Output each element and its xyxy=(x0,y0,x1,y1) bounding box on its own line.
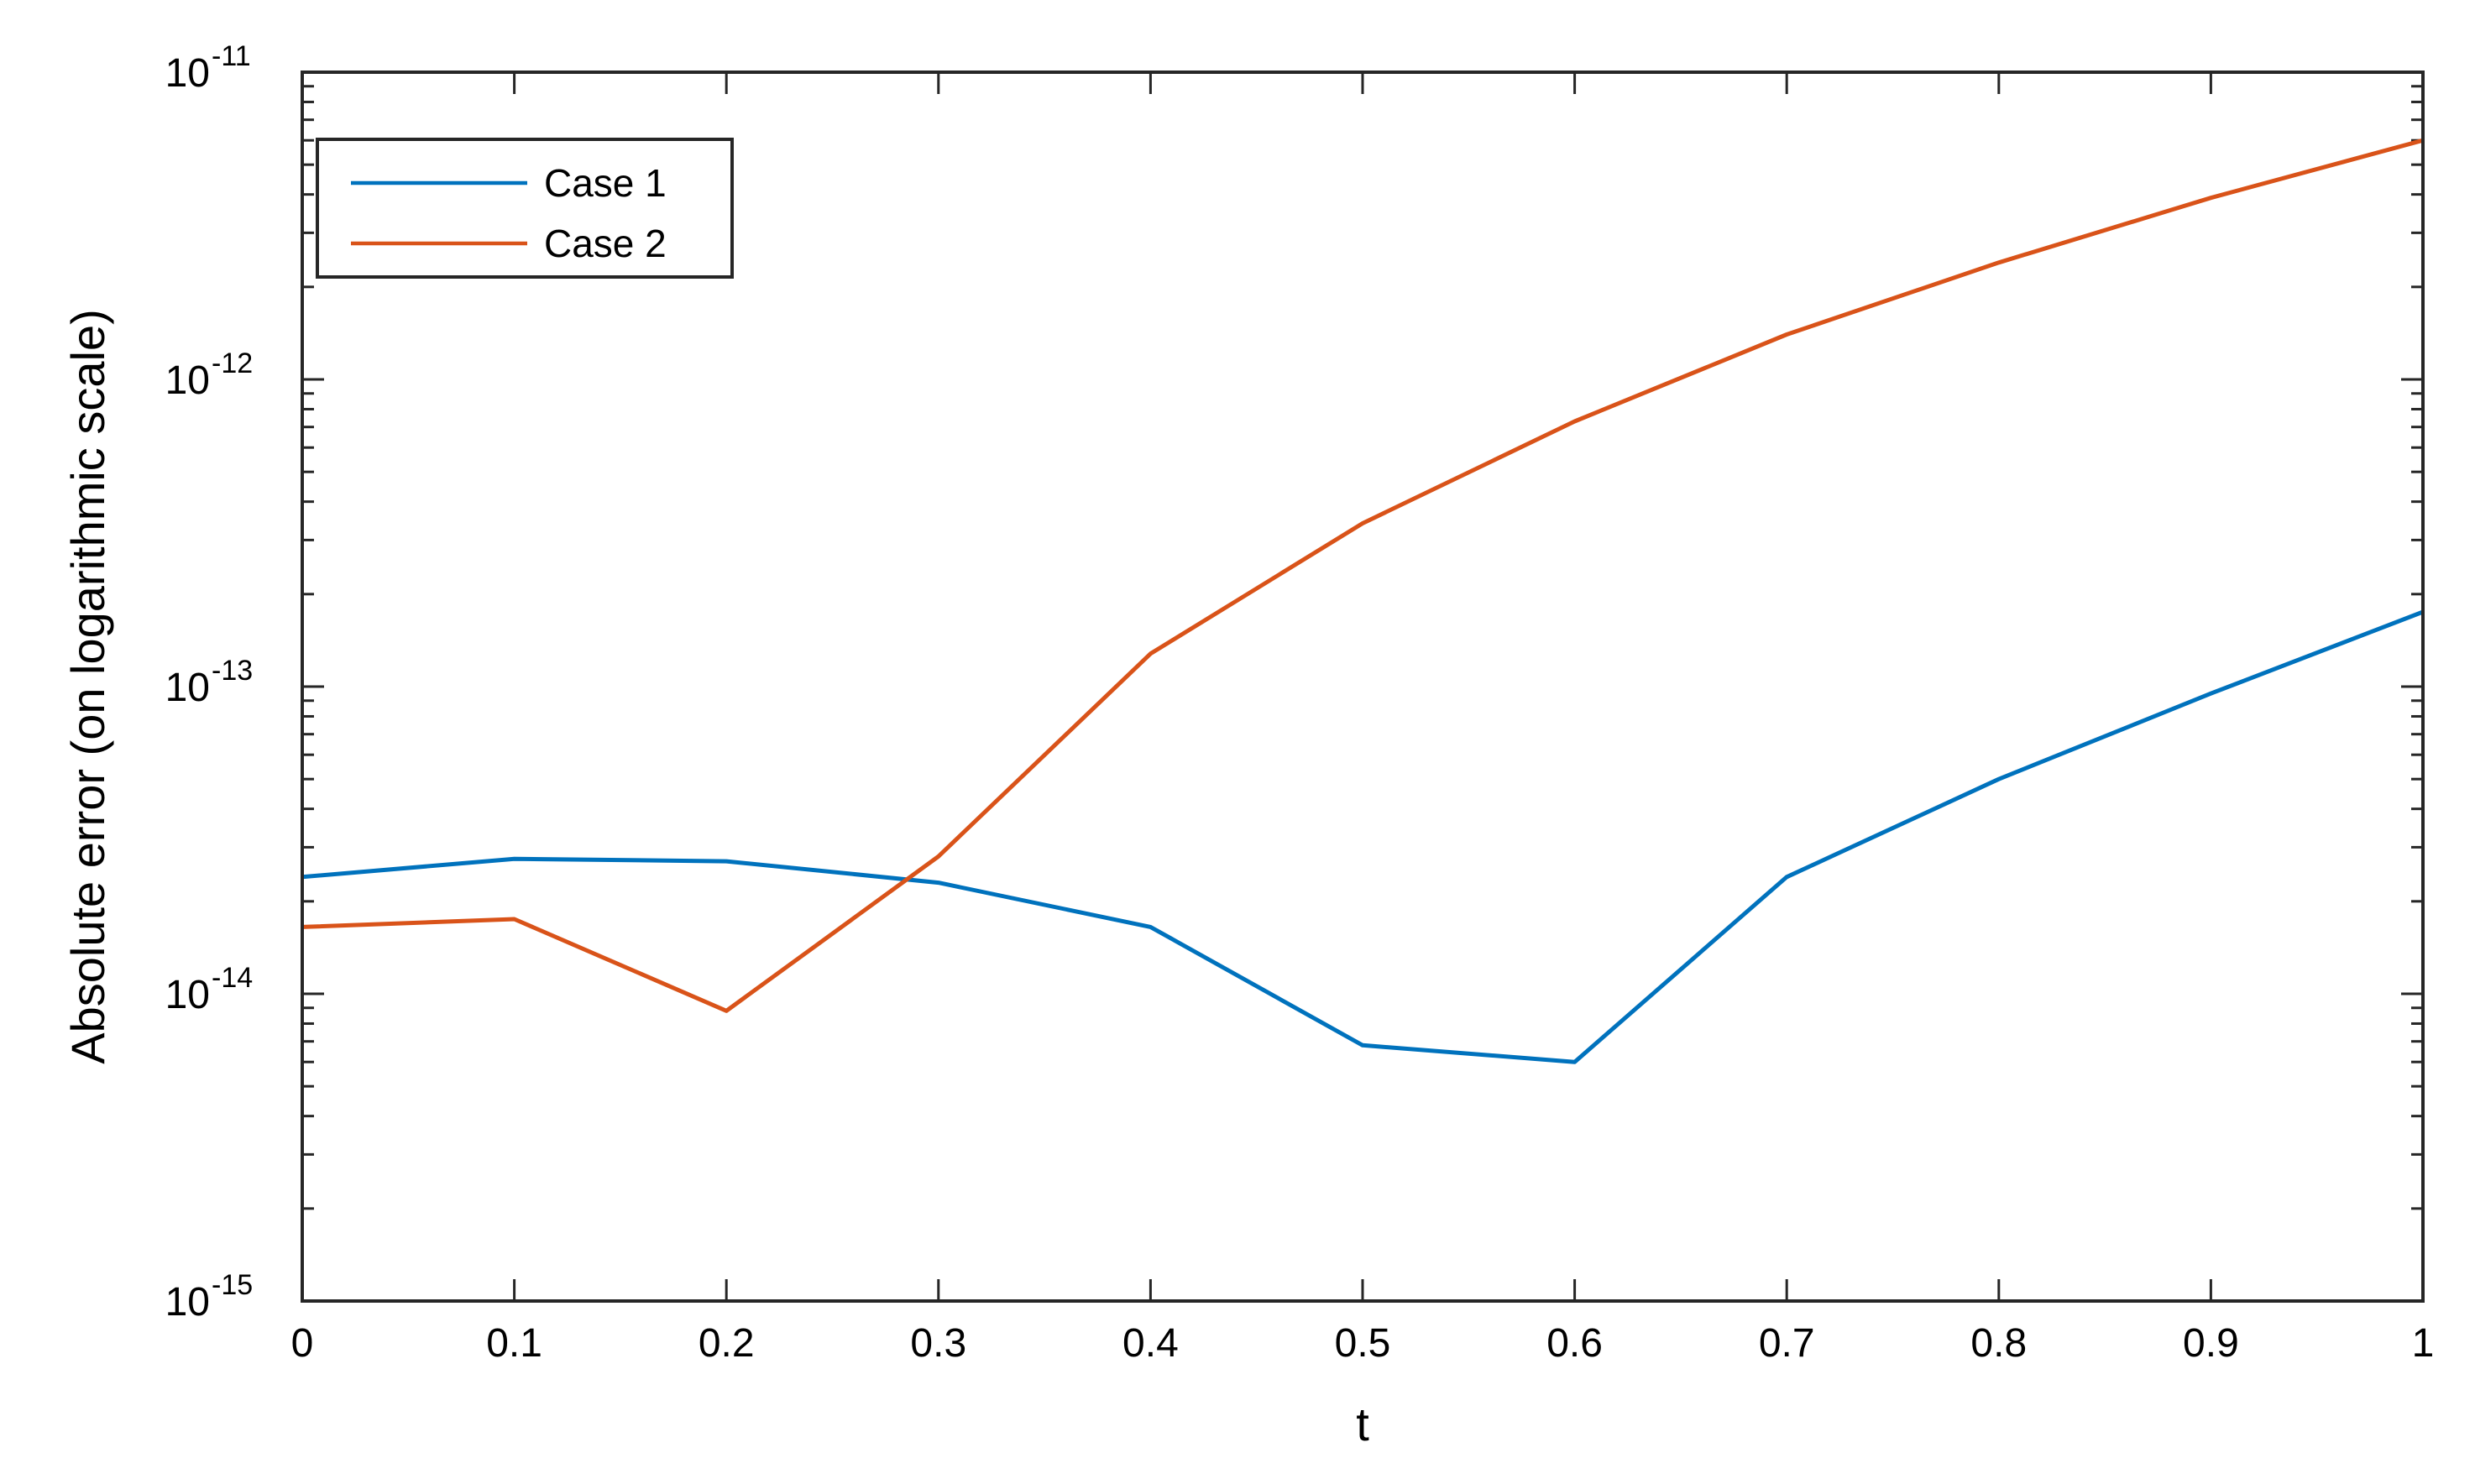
series-line-case-2 xyxy=(301,138,2424,1013)
legend-label-case-2: Case 2 xyxy=(544,222,667,265)
x-tick-label: 0.1 xyxy=(486,1321,542,1366)
y-tick-label-exponent: -15 xyxy=(212,1269,253,1301)
x-tick-label: 0.7 xyxy=(1759,1321,1815,1366)
x-tick-label: 0.9 xyxy=(2183,1321,2239,1366)
series-line-case-1 xyxy=(301,609,2424,1064)
y-tick-label-base: 10 xyxy=(165,1280,210,1325)
x-tick-label: 0.2 xyxy=(699,1321,755,1366)
y-tick-label-exponent: -12 xyxy=(212,347,253,379)
x-axis-ticks: 0 0.1 0.2 0.3 0.4 0.5 0.6 0.7 0.8 0.9 1 xyxy=(291,72,2435,1366)
x-tick-label: 0.6 xyxy=(1546,1321,1603,1366)
x-tick-label: 0.3 xyxy=(910,1321,966,1366)
y-tick-label-exponent: -13 xyxy=(212,655,253,687)
y-tick-label-base: 10 xyxy=(165,973,210,1017)
y-tick-label-exponent: -11 xyxy=(212,40,251,72)
legend: Case 1 Case 2 xyxy=(316,138,734,279)
y-axis-title: Absolute error (on logarithmic scale) xyxy=(61,309,114,1063)
series-lines xyxy=(301,138,2424,1064)
x-tick-label: 0 xyxy=(291,1321,314,1366)
x-tick-label: 0.4 xyxy=(1122,1321,1179,1366)
y-tick-label-exponent: -14 xyxy=(212,962,253,994)
legend-label-case-1: Case 1 xyxy=(544,161,667,205)
y-tick-label-base: 10 xyxy=(165,666,210,710)
x-tick-label: 0.8 xyxy=(1970,1321,2027,1366)
y-tick-label-base: 10 xyxy=(165,358,210,403)
legend-box xyxy=(316,138,734,279)
y-tick-label-base: 10 xyxy=(165,51,210,96)
x-tick-label: 0.5 xyxy=(1335,1321,1391,1366)
x-axis-title: t xyxy=(1356,1398,1369,1450)
x-tick-label: 1 xyxy=(2412,1321,2435,1366)
